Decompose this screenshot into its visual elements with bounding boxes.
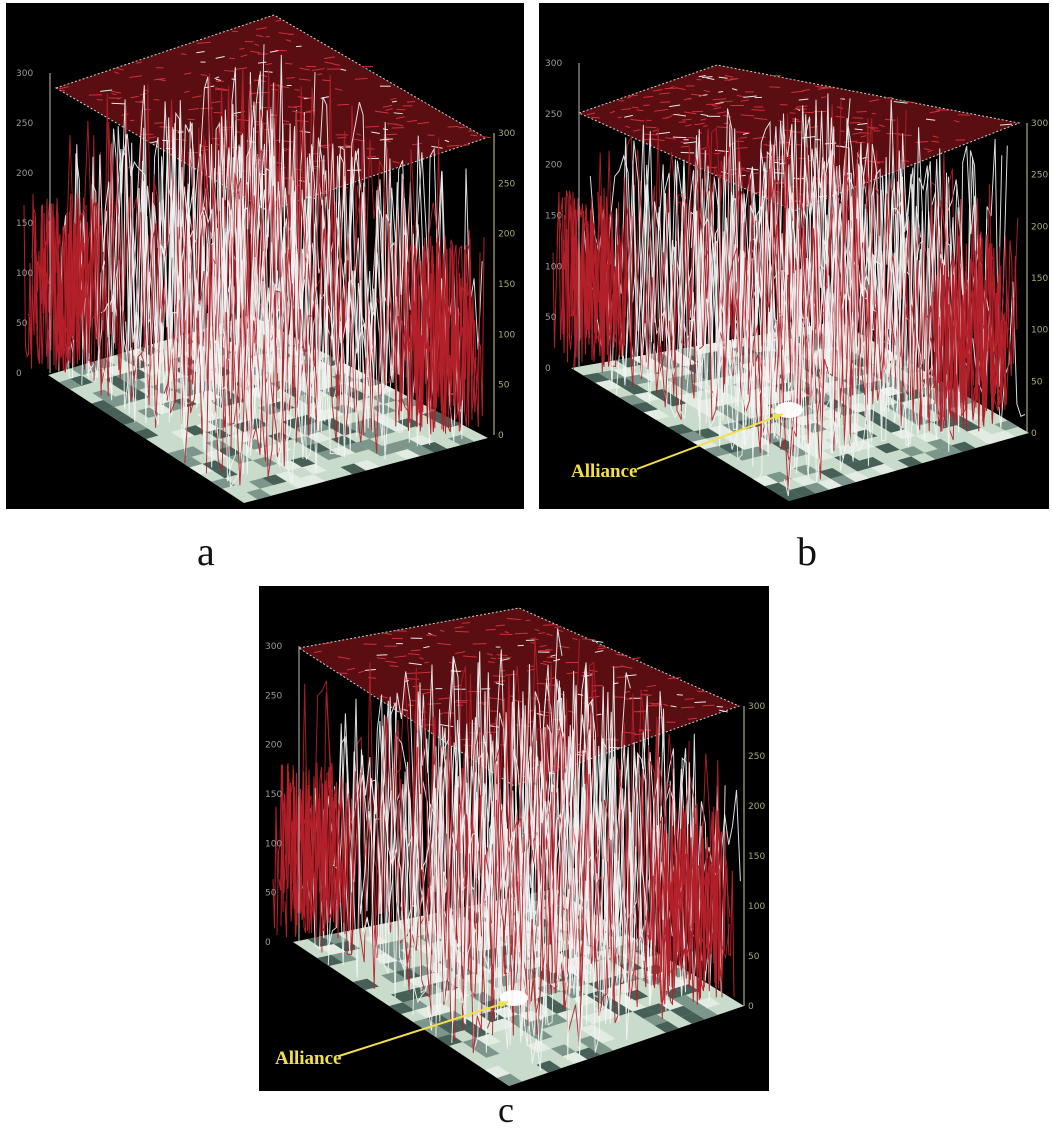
panel-c-alliance-label: Alliance (275, 1048, 342, 1070)
top-plane-stroke (337, 104, 349, 105)
left-tick-label: 300 (545, 59, 562, 69)
right-tick-label: 100 (748, 902, 765, 912)
caption-b: b (797, 532, 817, 572)
right-tick-label: 0 (1031, 429, 1037, 439)
plot-layer: 300 250 200 150 100 50 0 300 250 200 150 100 50 0 (545, 59, 1048, 501)
left-tick-label: 250 (16, 119, 33, 129)
panel-c-svg: 300 250 200 150 100 50 0 300 250 200 150 100 50 0 (259, 586, 769, 1091)
right-tick-label: 250 (748, 752, 765, 762)
left-tick-label: 200 (265, 741, 282, 751)
top-plane-stroke (681, 707, 694, 708)
right-tick-label: 250 (1031, 171, 1048, 181)
top-plane-stroke (815, 139, 821, 140)
top-plane-stroke (407, 679, 419, 680)
top-plane-stroke (296, 46, 302, 47)
top-plane-stroke (488, 662, 494, 663)
right-tick-label: 300 (498, 129, 515, 139)
right-tick-label: 150 (498, 280, 515, 290)
left-tick-label: 150 (545, 212, 562, 222)
left-tick-label: 100 (545, 262, 562, 272)
caption-a: a (197, 532, 215, 572)
top-plane-stroke (462, 623, 470, 624)
right-tick-label: 100 (1031, 326, 1048, 336)
right-tick-label: 100 (498, 330, 515, 340)
left-tick-label: 0 (16, 369, 22, 379)
left-tick-label: 300 (16, 69, 33, 79)
top-plane-stroke (645, 127, 656, 128)
left-tick-label: 100 (16, 269, 33, 279)
top-plane-stroke (885, 97, 893, 98)
left-tick-label: 200 (545, 161, 562, 171)
left-tick-label: 100 (265, 839, 282, 849)
top-plane-stroke (461, 739, 470, 740)
panel-a-svg: 300 250 200 150 100 50 0 300 250 200 150 100 50 0 (6, 3, 524, 509)
top-plane-stroke (387, 124, 397, 125)
top-plane-stroke (224, 71, 234, 72)
top-plane-stroke (424, 662, 428, 663)
plot-layer: 300 250 200 150 100 50 0 300 250 200 150 100 50 0 (265, 608, 765, 1086)
top-plane-stroke (694, 702, 705, 703)
left-tick-label: 300 (265, 642, 282, 652)
top-plane-stroke (493, 676, 505, 677)
panel-a-surface-plot: 300 250 200 150 100 50 0 300 250 200 150 100 50 0 (6, 3, 524, 509)
top-plane-stroke (229, 58, 235, 59)
right-tick-label: 250 (498, 179, 515, 189)
left-tick-label: 250 (545, 110, 562, 120)
panel-b-svg: 300 250 200 150 100 50 0 300 250 200 150 100 50 0 (539, 3, 1049, 509)
top-plane-stroke (769, 87, 780, 88)
top-plane-stroke (547, 657, 557, 658)
caption-c: c (498, 1090, 514, 1130)
right-tick-label: 200 (498, 230, 515, 240)
right-tick-label: 50 (1031, 377, 1043, 387)
right-tick-label: 150 (748, 852, 765, 862)
top-plane-stroke (428, 704, 442, 705)
right-tick-label: 200 (748, 802, 765, 812)
left-tick-label: 50 (16, 319, 28, 329)
right-tick-label: 300 (748, 702, 765, 712)
panel-b-alliance-label: Alliance (571, 461, 638, 483)
top-plane-stroke (448, 126, 459, 127)
right-tick-label: 50 (748, 952, 760, 962)
top-plane-stroke (112, 103, 125, 104)
top-plane-stroke (717, 707, 723, 708)
right-tick-label: 0 (498, 431, 504, 441)
top-plane-stroke (644, 690, 648, 691)
top-plane-stroke (685, 699, 694, 700)
panel-b-surface-plot: 300 250 200 150 100 50 0 300 250 200 150 100 50 0 All… (539, 3, 1049, 509)
right-tick-label: 150 (1031, 274, 1048, 284)
top-plane-stroke (407, 102, 415, 103)
top-plane-stroke (959, 115, 970, 116)
left-tick-label: 250 (265, 691, 282, 701)
left-tick-label: 0 (545, 364, 551, 374)
top-plane-stroke (407, 673, 416, 674)
top-plane-stroke (681, 152, 695, 153)
left-tick-label: 50 (545, 313, 557, 323)
right-tick-label: 50 (498, 381, 510, 391)
panel-c-surface-plot: 300 250 200 150 100 50 0 300 250 200 150 100 50 0 All… (259, 586, 769, 1091)
top-plane-stroke (154, 99, 159, 100)
right-tick-label: 300 (1031, 119, 1048, 129)
top-plane-stroke (720, 101, 733, 102)
top-plane-stroke (486, 629, 496, 630)
top-plane-stroke (850, 122, 861, 123)
top-plane-stroke (455, 631, 469, 632)
left-tick-label: 150 (16, 219, 33, 229)
plot-layer: 300 250 200 150 100 50 0 300 250 200 150 100 50 0 (16, 15, 515, 503)
left-tick-label: 50 (265, 889, 277, 899)
left-tick-label: 150 (265, 790, 282, 800)
left-tick-label: 0 (265, 938, 271, 948)
top-plane-stroke (632, 107, 639, 108)
top-plane-stroke (631, 658, 640, 659)
right-tick-label: 200 (1031, 222, 1048, 232)
right-tick-label: 0 (748, 1002, 754, 1012)
left-tick-label: 200 (16, 169, 33, 179)
